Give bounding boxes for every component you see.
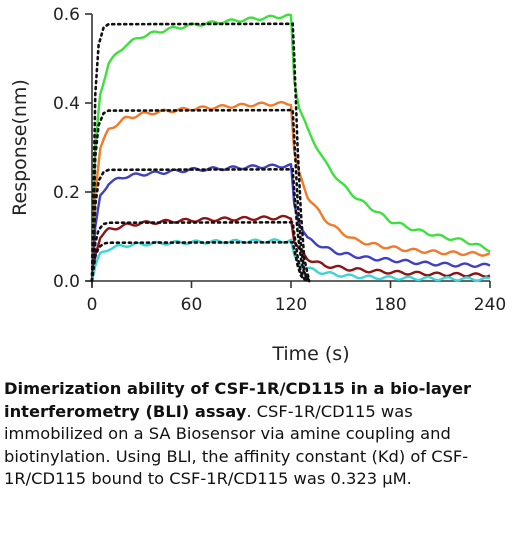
x-tick-label: 0	[87, 295, 98, 315]
y-tick-label: 0.2	[53, 183, 80, 203]
x-tick-label: 120	[275, 295, 307, 315]
bli-sensorgram-chart: 0 60 120 180 240 0.0 0.2 0.4 0.6 Time (s) Respon…	[9, 5, 506, 365]
y-tick-label: 0.0	[53, 272, 80, 292]
measured-series-line	[90, 101, 491, 282]
measured-series-line	[90, 238, 491, 282]
y-tick-label: 0.4	[53, 94, 80, 114]
fit-curve-line	[90, 22, 311, 283]
measured-series-line	[90, 163, 491, 282]
measured-series-line	[90, 214, 491, 282]
x-tick-label: 60	[181, 295, 203, 315]
series-layer	[90, 13, 491, 283]
chart-axes: 0 60 120 180 240 0.0 0.2 0.4 0.6	[53, 5, 506, 315]
x-tick-label: 240	[474, 295, 506, 315]
measured-series-line	[90, 13, 491, 282]
fit-curve-line	[90, 108, 311, 283]
caption-title: Dimerization ability of CSF-1R/CD115 in …	[4, 379, 472, 421]
caption-body: . CSF-1R/CD115 was immobilized on a SA B…	[4, 401, 469, 489]
x-tick-label: 180	[374, 295, 406, 315]
y-axis-title: Response(nm)	[9, 79, 31, 216]
fit-curve-line	[90, 167, 311, 283]
fit-curve-line	[90, 220, 311, 283]
figure-caption: Dimerization ability of CSF-1R/CD115 in …	[4, 378, 512, 491]
y-tick-label: 0.6	[53, 5, 80, 25]
fit-curve-line	[90, 240, 311, 283]
x-axis-title: Time (s)	[271, 343, 349, 365]
